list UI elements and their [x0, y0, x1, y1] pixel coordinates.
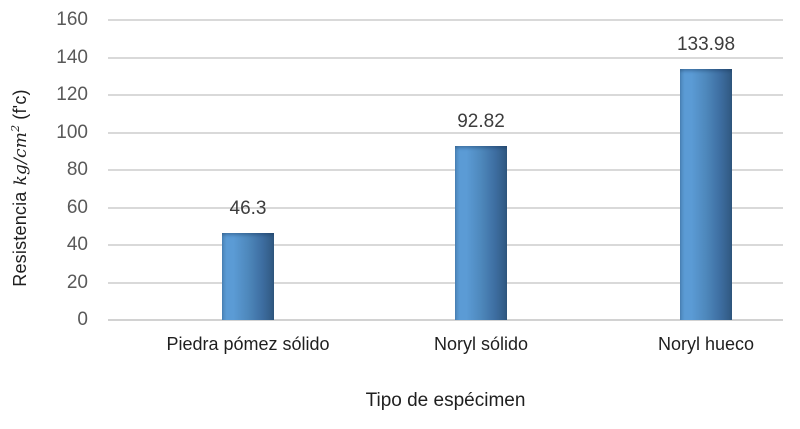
- gridline-60: [108, 206, 783, 209]
- gridline-140: [108, 56, 783, 59]
- gridline-80: [108, 169, 783, 171]
- category-label-2: Noryl sólido: [433, 334, 529, 354]
- y-tick-label-0: 0: [77, 309, 88, 330]
- category-label-3: Noryl hueco: [657, 334, 755, 354]
- bar-1: [222, 233, 274, 320]
- gridline-0: [108, 319, 783, 321]
- gridline-160: [108, 19, 783, 21]
- bar-value-label-1: 46.3: [229, 198, 267, 220]
- y-tick-label-40: 40: [66, 234, 88, 255]
- gridline-20: [108, 281, 783, 284]
- y-tick-label-100: 100: [56, 121, 88, 143]
- y-tick-label-20: 20: [66, 271, 88, 293]
- y-tick-label-80: 80: [66, 159, 88, 180]
- category-label-1: Piedra pómez sólido: [166, 334, 330, 354]
- gridline-40: [108, 244, 783, 246]
- bar-3: [680, 68, 732, 320]
- y-tick-label-60: 60: [66, 196, 88, 218]
- y-tick-label-120: 120: [56, 84, 88, 105]
- plot-area: 46.3 92.82 133.98: [108, 19, 783, 321]
- y-axis-title: Resistenciakg/cm2(f'c): [9, 89, 31, 286]
- gridline-120: [108, 94, 783, 96]
- bar-value-label-2: 92.82: [457, 110, 505, 132]
- y-tick-label-140: 140: [56, 46, 88, 68]
- gridline-100: [108, 131, 783, 134]
- bar-value-label-3: 133.98: [676, 33, 736, 55]
- bar-2: [455, 145, 507, 320]
- x-axis-title: Tipo de espécimen: [365, 390, 526, 411]
- y-tick-label-160: 160: [56, 9, 88, 30]
